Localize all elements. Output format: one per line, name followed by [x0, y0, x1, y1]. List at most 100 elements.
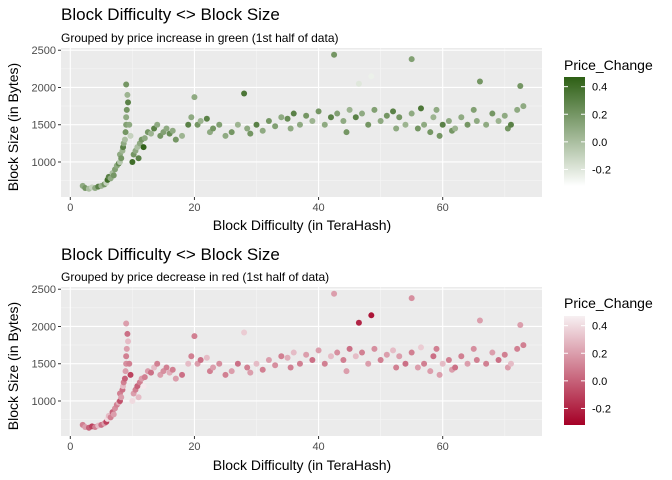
legend-tick-label: 0.2 — [592, 348, 607, 360]
data-point — [501, 351, 508, 358]
data-point — [284, 115, 291, 122]
data-point — [121, 375, 128, 382]
y-axis-label: Block Size (in Bytes) — [5, 302, 21, 430]
data-point — [163, 364, 170, 371]
x-tick-label: 40 — [312, 202, 324, 214]
data-point — [296, 360, 303, 367]
data-point — [140, 383, 147, 390]
data-point — [203, 354, 210, 361]
data-point — [483, 360, 490, 367]
data-point — [125, 338, 132, 345]
data-point — [489, 110, 496, 117]
data-point — [464, 360, 471, 367]
data-point — [253, 360, 260, 367]
data-point — [436, 371, 443, 378]
data-point — [315, 108, 322, 115]
data-point — [517, 82, 524, 89]
data-point — [393, 125, 400, 132]
chart-title: Block Difficulty <> Block Size — [61, 5, 280, 24]
data-point — [473, 118, 480, 125]
data-point — [436, 132, 443, 139]
data-point — [284, 354, 291, 361]
data-point — [368, 312, 375, 319]
data-point — [452, 125, 459, 132]
data-point — [368, 73, 375, 80]
data-point — [445, 118, 452, 125]
y-tick-label: 2000 — [32, 321, 56, 333]
data-point — [179, 132, 186, 139]
data-point — [188, 353, 195, 360]
data-point — [355, 319, 362, 326]
data-point — [343, 129, 350, 136]
legend-colorbar — [564, 77, 585, 186]
data-point — [470, 106, 477, 113]
data-point — [172, 136, 179, 143]
data-point — [520, 342, 527, 349]
legend-tick-label: 0.0 — [592, 376, 607, 388]
data-point — [393, 364, 400, 371]
data-point — [414, 125, 421, 132]
data-point — [110, 172, 117, 179]
data-point — [210, 364, 217, 371]
data-point — [123, 114, 130, 121]
data-point — [244, 364, 251, 371]
data-point — [241, 329, 248, 336]
data-point — [124, 330, 131, 337]
data-point — [377, 357, 384, 364]
data-point — [331, 290, 338, 297]
data-point — [129, 158, 136, 165]
data-point — [121, 136, 128, 143]
data-point — [290, 110, 297, 117]
data-point — [433, 106, 440, 113]
data-point — [470, 345, 477, 352]
data-point — [154, 360, 161, 367]
data-point — [408, 56, 415, 63]
x-axis-label: Block Difficulty (in TeraHash) — [213, 217, 391, 233]
data-point — [278, 353, 285, 360]
data-point — [216, 121, 223, 128]
data-point — [507, 121, 514, 128]
data-point — [241, 90, 248, 97]
data-point — [122, 368, 129, 375]
data-point — [321, 121, 328, 128]
data-point — [169, 366, 176, 373]
x-tick-label: 60 — [437, 441, 449, 453]
data-point — [396, 353, 403, 360]
legend-tick-label: 0.0 — [592, 137, 607, 149]
data-point — [272, 123, 279, 130]
data-point — [203, 115, 210, 122]
data-point — [123, 345, 130, 352]
legend-tick-label: 0.2 — [592, 109, 607, 121]
legend-colorbar — [564, 316, 585, 425]
scatter-panel-red: 0 20 40 60 2500 2000 1500 1000 0.4 0.2 0.0 -0.2 — [32, 284, 611, 453]
data-point — [476, 78, 483, 85]
data-point — [118, 155, 125, 162]
data-point — [287, 125, 294, 132]
data-point — [216, 360, 223, 367]
data-point — [365, 360, 372, 367]
legend-title: Price_Change — [564, 57, 653, 73]
data-point — [191, 94, 198, 101]
data-point — [421, 121, 428, 128]
data-point — [123, 353, 130, 360]
y-tick-label: 1000 — [32, 157, 56, 169]
data-point — [359, 349, 366, 356]
data-point — [495, 118, 502, 125]
data-point — [290, 349, 297, 356]
data-point — [122, 129, 129, 136]
data-point — [352, 114, 359, 121]
data-point — [355, 80, 362, 87]
data-point — [365, 121, 372, 128]
data-point — [228, 129, 235, 136]
data-point — [126, 360, 133, 367]
data-point — [417, 105, 424, 112]
data-point — [408, 110, 415, 117]
data-point — [402, 121, 409, 128]
x-tick-label: 0 — [67, 441, 73, 453]
data-point — [272, 362, 279, 369]
data-point — [421, 360, 428, 367]
data-point — [265, 118, 272, 125]
data-point — [390, 108, 397, 115]
data-point — [210, 125, 217, 132]
data-point — [346, 345, 353, 352]
